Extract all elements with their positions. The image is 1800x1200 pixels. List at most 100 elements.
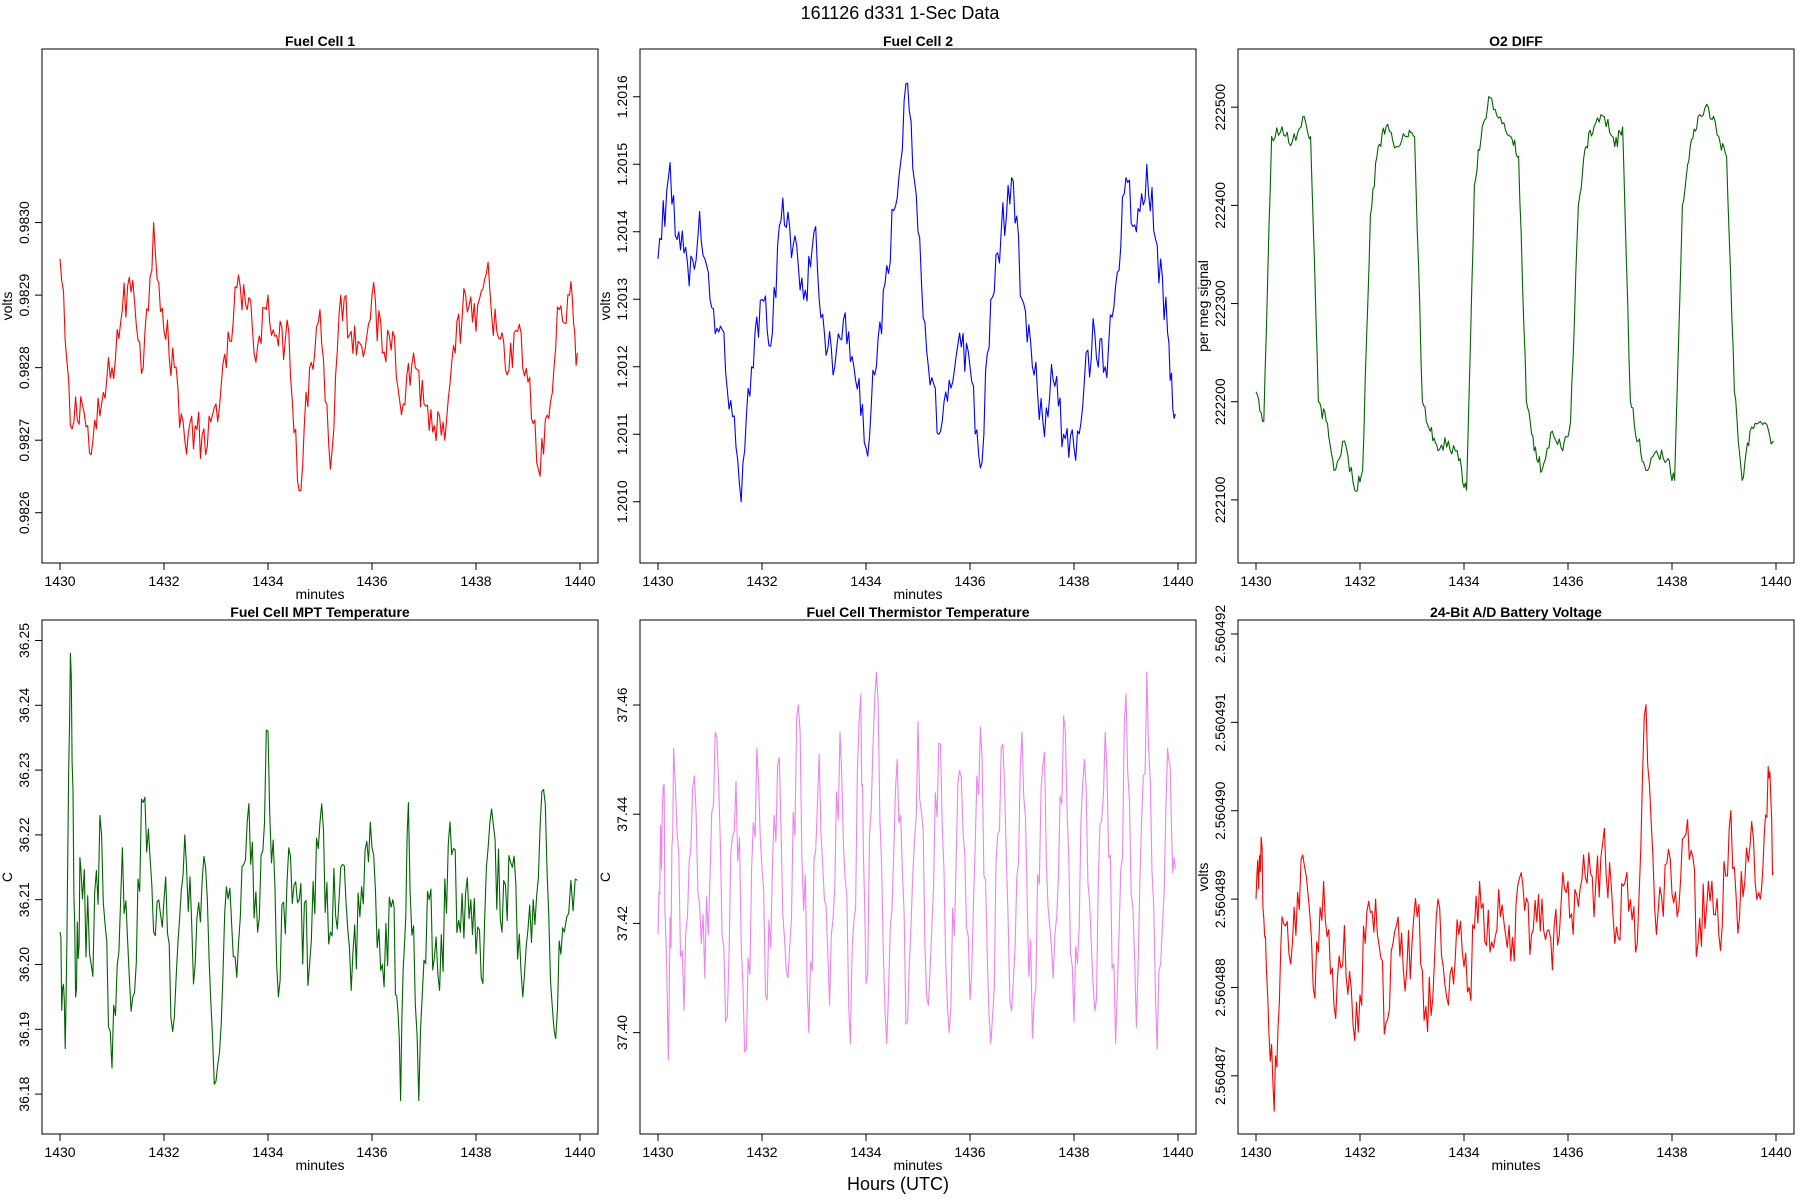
x-tick-label: 1436 — [356, 1144, 387, 1160]
y-axis-label: volts — [0, 292, 15, 321]
y-tick-label: 222400 — [1212, 182, 1228, 229]
y-tick-label: 0.9829 — [16, 273, 32, 316]
x-tick-label: 1438 — [1058, 573, 1089, 589]
x-axis-label: minutes — [295, 586, 344, 602]
panel-title: 24-Bit A/D Battery Voltage — [1430, 604, 1602, 620]
chart-panel: 24-Bit A/D Battery Voltage 1430 1432 1434 14… — [1195, 604, 1795, 1173]
x-tick-label: 1438 — [1656, 1144, 1687, 1160]
y-axis-label: C — [597, 872, 613, 882]
x-tick-label: 1436 — [1552, 1144, 1583, 1160]
y-tick-label: 36.21 — [16, 882, 32, 917]
plot-frame — [41, 48, 599, 564]
y-tick-label: 0.9826 — [16, 491, 32, 534]
x-tick-label: 1440 — [1162, 1144, 1193, 1160]
x-tick-label: 1438 — [460, 1144, 491, 1160]
x-tick-label: 1430 — [44, 1144, 75, 1160]
y-tick-label: 36.25 — [16, 623, 32, 658]
plot-frame — [639, 619, 1197, 1135]
y-tick-label: 2.560491 — [1212, 693, 1228, 752]
figure-title: 161126 d331 1-Sec Data — [801, 3, 1001, 23]
y-tick-label: 222300 — [1212, 280, 1228, 327]
chart-panel: Fuel Cell 2 1430 1432 1434 1436 1438 1440 minut… — [597, 33, 1197, 602]
series-line — [59, 222, 578, 492]
y-tick-label: 2.560490 — [1212, 781, 1228, 840]
panel-title: Fuel Cell 1 — [285, 33, 355, 49]
panel-title: Fuel Cell MPT Temperature — [230, 604, 410, 620]
series-line — [657, 671, 1176, 1061]
x-tick-label: 1434 — [850, 1144, 881, 1160]
x-tick-label: 1440 — [1760, 573, 1791, 589]
chart-panel: Fuel Cell MPT Temperature 1430 1432 1434 143… — [0, 604, 599, 1173]
y-tick-label: 36.19 — [16, 1012, 32, 1047]
x-tick-label: 1434 — [252, 1144, 283, 1160]
y-tick-label: 37.42 — [614, 906, 630, 941]
y-tick-label: 36.23 — [16, 752, 32, 787]
x-tick-label: 1432 — [746, 573, 777, 589]
panel-title: Fuel Cell Thermistor Temperature — [806, 604, 1029, 620]
y-tick-label: 1.2016 — [614, 75, 630, 118]
y-tick-label: 1.2014 — [614, 210, 630, 253]
x-axis-label: minutes — [295, 1157, 344, 1173]
y-tick-label: 37.44 — [614, 796, 630, 831]
y-tick-label: 1.2015 — [614, 143, 630, 186]
x-axis-label: minutes — [1491, 1157, 1540, 1173]
x-tick-label: 1438 — [1058, 1144, 1089, 1160]
x-tick-label: 1432 — [746, 1144, 777, 1160]
x-tick-label: 1436 — [954, 1144, 985, 1160]
panel-title: O2 DIFF — [1489, 33, 1543, 49]
y-axis-label: per meg signal — [1195, 260, 1211, 352]
y-axis-label: C — [0, 872, 15, 882]
plot-frame — [41, 619, 599, 1135]
x-axis-label: minutes — [893, 1157, 942, 1173]
y-tick-label: 0.9830 — [16, 201, 32, 244]
x-tick-label: 1430 — [1240, 1144, 1271, 1160]
y-tick-label: 222100 — [1212, 476, 1228, 523]
x-tick-label: 1440 — [1162, 573, 1193, 589]
x-tick-label: 1434 — [850, 573, 881, 589]
y-tick-label: 2.560488 — [1212, 958, 1228, 1017]
y-tick-label: 36.18 — [16, 1076, 32, 1111]
x-tick-label: 1438 — [1656, 573, 1687, 589]
x-tick-label: 1432 — [1344, 573, 1375, 589]
y-tick-label: 0.9828 — [16, 346, 32, 389]
y-tick-label: 2.560492 — [1212, 605, 1228, 664]
x-tick-label: 1430 — [44, 573, 75, 589]
x-tick-label: 1440 — [564, 1144, 595, 1160]
x-tick-label: 1434 — [1448, 1144, 1479, 1160]
plot-frame — [1237, 619, 1795, 1135]
footer-axis-label: Hours (UTC) — [847, 1174, 949, 1194]
x-tick-label: 1432 — [1344, 1144, 1375, 1160]
series-line — [657, 82, 1176, 503]
y-tick-label: 37.40 — [614, 1015, 630, 1050]
series-line — [59, 652, 578, 1102]
x-tick-label: 1430 — [1240, 573, 1271, 589]
x-tick-label: 1436 — [356, 573, 387, 589]
x-tick-label: 1430 — [642, 1144, 673, 1160]
x-tick-label: 1436 — [954, 573, 985, 589]
plot-frame — [1237, 48, 1795, 564]
chart-panel: Fuel Cell Thermistor Temperature 1430 1432… — [597, 604, 1197, 1173]
plot-frame — [639, 48, 1197, 564]
y-tick-label: 1.2013 — [614, 278, 630, 321]
y-tick-label: 1.2012 — [614, 345, 630, 388]
x-axis-label: minutes — [893, 586, 942, 602]
x-tick-label: 1438 — [460, 573, 491, 589]
x-tick-label: 1432 — [148, 1144, 179, 1160]
y-tick-label: 36.20 — [16, 947, 32, 982]
x-tick-label: 1440 — [1760, 1144, 1791, 1160]
series-line — [1255, 96, 1774, 492]
y-tick-label: 222500 — [1212, 84, 1228, 131]
y-tick-label: 1.2010 — [614, 480, 630, 523]
chart-panels: Fuel Cell 1 1430 1432 1434 1436 1438 1440 minut… — [0, 33, 1795, 1173]
series-line — [1255, 704, 1774, 1112]
x-tick-label: 1432 — [148, 573, 179, 589]
y-tick-label: 36.24 — [16, 688, 32, 723]
y-tick-label: 2.560489 — [1212, 870, 1228, 929]
chart-panel: O2 DIFF 1430 1432 1434 1436 1438 1440 222100 222… — [1195, 33, 1795, 589]
x-tick-label: 1440 — [564, 573, 595, 589]
y-tick-label: 2.560487 — [1212, 1046, 1228, 1105]
x-tick-label: 1434 — [1448, 573, 1479, 589]
x-tick-label: 1436 — [1552, 573, 1583, 589]
y-tick-label: 1.2011 — [614, 413, 630, 455]
x-tick-label: 1430 — [642, 573, 673, 589]
